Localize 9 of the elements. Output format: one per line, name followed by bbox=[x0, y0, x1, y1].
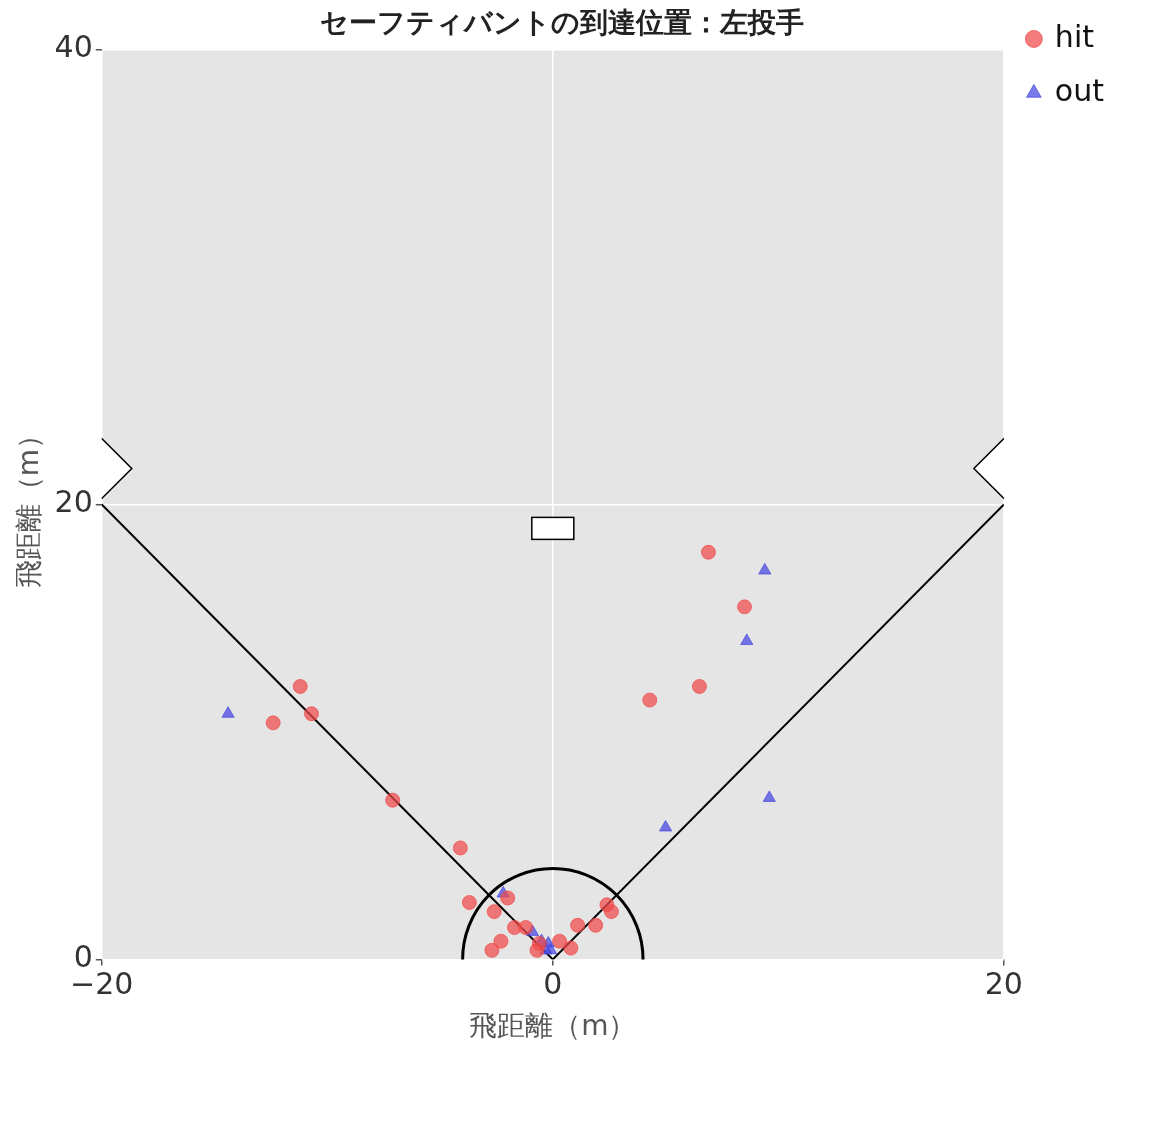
chart-title: セーフティバントの到達位置：左投手 bbox=[320, 6, 804, 40]
x-tick-label: 0 bbox=[543, 966, 563, 1002]
y-tick-label: 20 bbox=[54, 484, 93, 520]
x-tick-label: 20 bbox=[984, 966, 1023, 1002]
legend-label: hit bbox=[1054, 18, 1095, 54]
y-axis-title: 飛距離（m） bbox=[12, 420, 46, 589]
x-axis-title: 飛距離（m） bbox=[469, 1009, 637, 1043]
y-tick-label: 40 bbox=[54, 29, 93, 65]
legend-label: out bbox=[1054, 72, 1105, 108]
